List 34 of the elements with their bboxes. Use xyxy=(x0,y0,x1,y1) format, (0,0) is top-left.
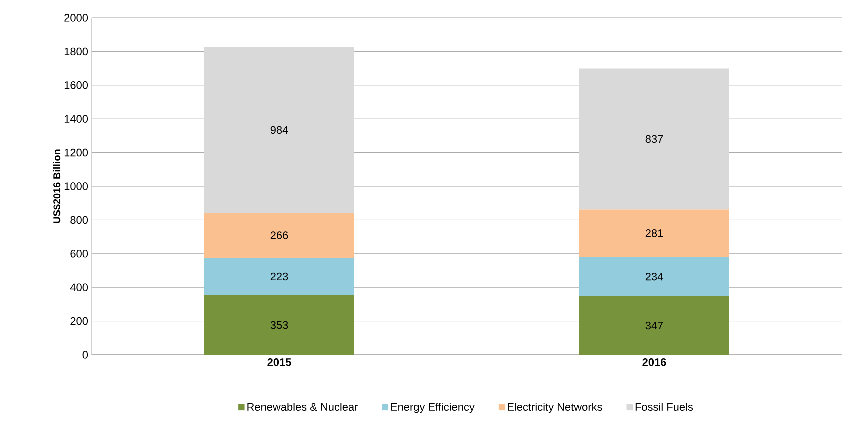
bar xyxy=(580,296,730,355)
bar xyxy=(580,210,730,258)
y-tick-label: 2000 xyxy=(64,14,88,22)
bar xyxy=(204,296,355,355)
data-label: 984 xyxy=(270,126,288,134)
y-tick-label: 600 xyxy=(70,250,88,258)
y-tick-label: 200 xyxy=(70,317,88,326)
data-label: 347 xyxy=(646,322,664,330)
legend-label: Electricity Networks xyxy=(508,403,602,414)
data-label: 223 xyxy=(270,272,288,281)
y-tick-label: 1600 xyxy=(64,82,88,90)
bar xyxy=(204,258,355,296)
data-label: 837 xyxy=(646,135,664,144)
y-tick-label: 400 xyxy=(70,284,88,292)
y-axis-title: US$2016 Billion xyxy=(53,150,62,224)
bar xyxy=(204,47,355,214)
y-tick-label: 1000 xyxy=(64,182,88,190)
data-label: 234 xyxy=(646,272,664,281)
bar xyxy=(580,68,730,210)
data-label: 353 xyxy=(270,321,288,330)
legend-label: Energy Efficiency xyxy=(391,403,475,414)
data-label: 266 xyxy=(270,232,288,240)
x-tick-label: 2015 xyxy=(268,358,292,366)
data-label: 281 xyxy=(646,230,664,238)
y-tick-label: 1800 xyxy=(64,48,88,56)
y-tick-label: 800 xyxy=(70,216,88,224)
legend-label: Renewables & Nuclear xyxy=(248,403,358,412)
legend-label: Fossil Fuels xyxy=(636,403,694,412)
y-tick-label: 0 xyxy=(82,351,88,359)
y-tick-label: 1200 xyxy=(64,148,88,157)
bar xyxy=(580,257,730,297)
y-tick-label: 1400 xyxy=(64,115,88,123)
x-tick-label: 2016 xyxy=(642,358,666,366)
bar xyxy=(204,213,355,258)
